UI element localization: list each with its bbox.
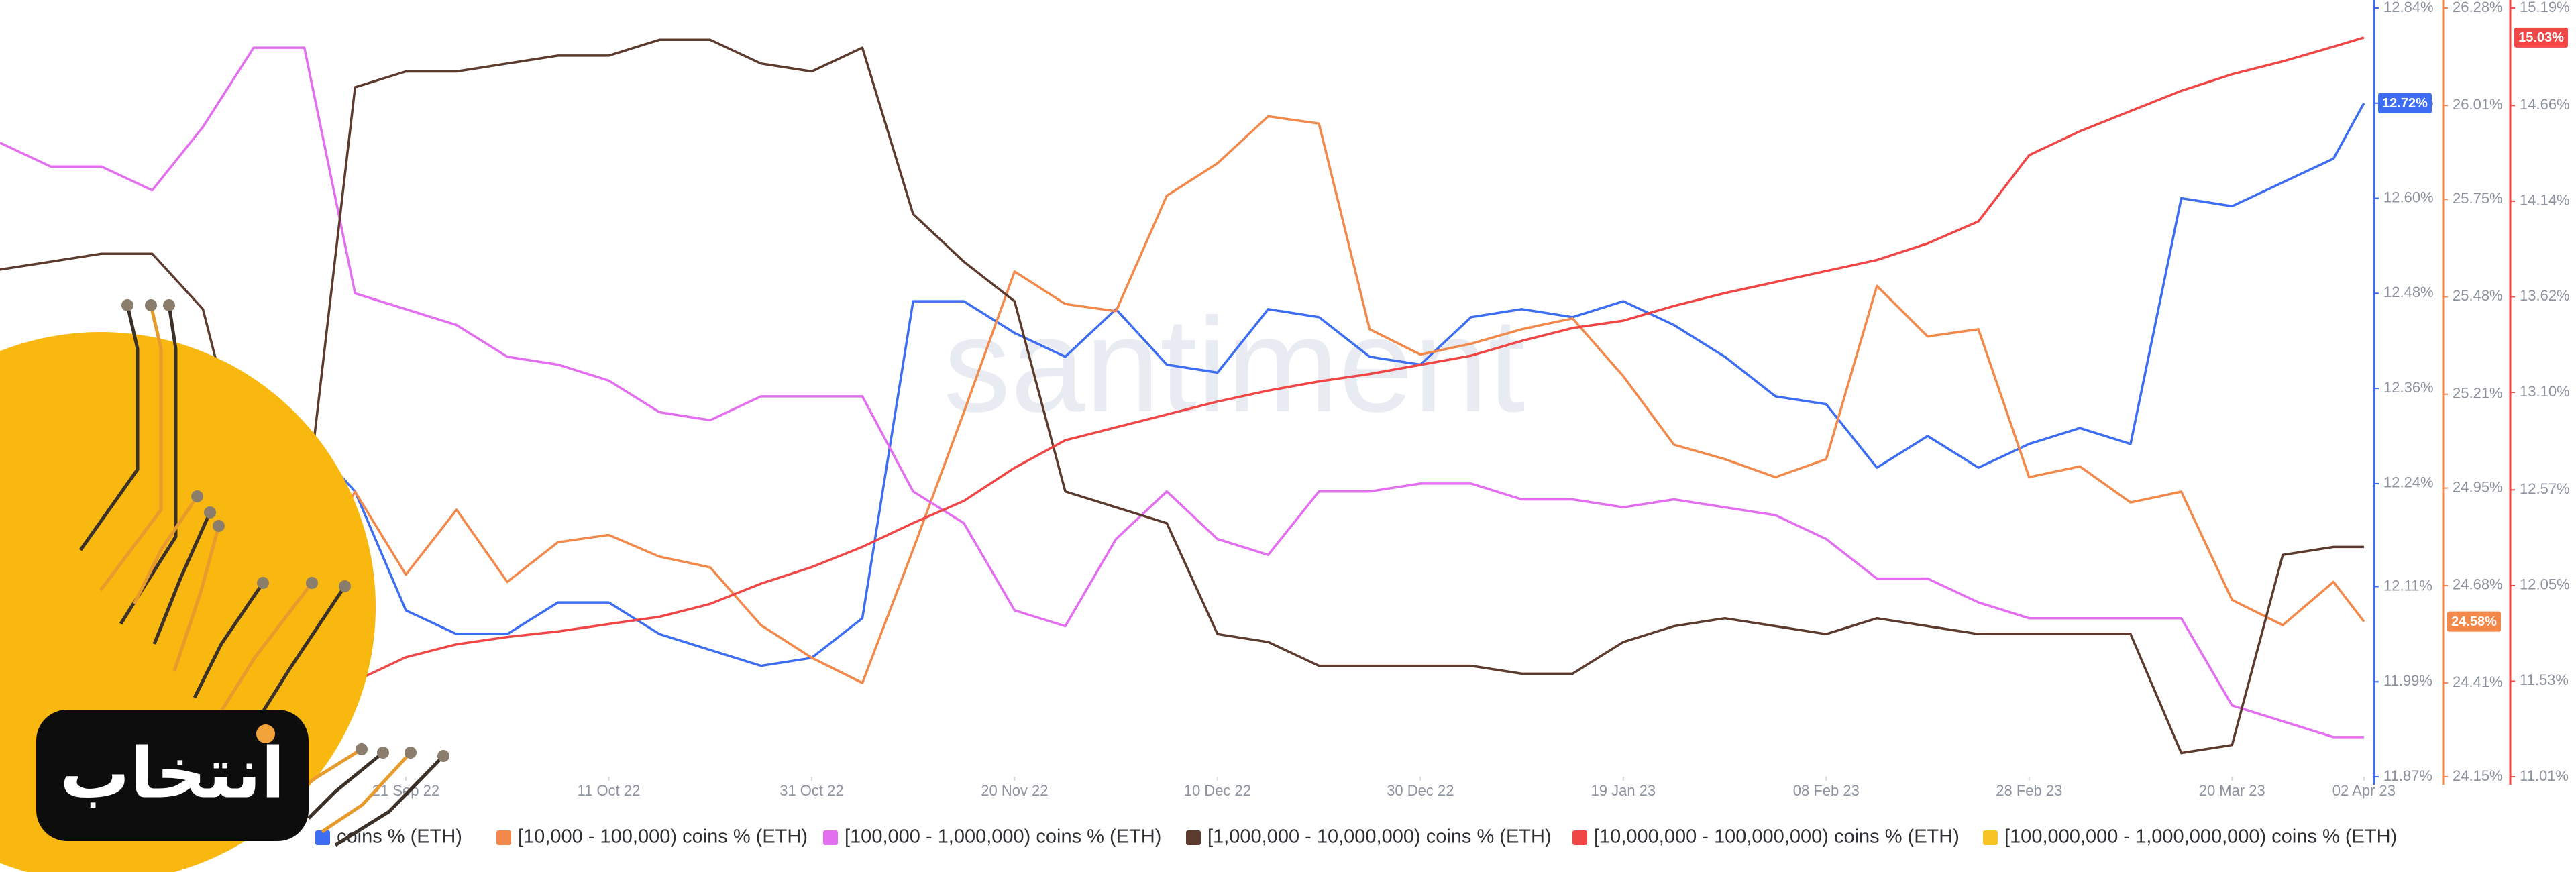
legend-swatch	[315, 830, 330, 845]
x-tick-label: 08 Feb 23	[1793, 782, 1860, 799]
y-tick-label: 11.87%	[2383, 767, 2432, 784]
legend-swatch	[1572, 830, 1587, 845]
circuit-node	[121, 299, 133, 311]
y-tick-label: 25.48%	[2453, 287, 2503, 304]
y-tick-label: 14.66%	[2520, 96, 2570, 113]
circuit-line	[193, 582, 265, 699]
value-badge	[2447, 611, 2501, 632]
x-tick-label: 20 Nov 22	[981, 782, 1048, 799]
value-badge-label: 12.72%	[2382, 96, 2428, 111]
y-tick-label: 11.53%	[2520, 671, 2569, 688]
circuit-node	[204, 506, 216, 519]
circuit-line	[119, 305, 178, 625]
y-tick-label: 12.57%	[2520, 480, 2570, 497]
y-tick-label: 12.11%	[2383, 577, 2432, 594]
circuit-line	[152, 511, 212, 645]
logo: انتخاب	[0, 299, 449, 872]
value-badge	[2378, 93, 2432, 113]
legend-label: coins % (ETH)	[337, 826, 462, 848]
series-line	[0, 46, 2364, 739]
y-tick-label: 12.60%	[2383, 188, 2434, 205]
legend: coins % (ETH) [10,000 - 100,000) coins % …	[315, 826, 2397, 848]
circuit-node	[339, 580, 351, 592]
y-tick-label: 12.24%	[2383, 474, 2434, 491]
circuit-node	[437, 750, 449, 762]
y-tick-label: 12.05%	[2520, 576, 2570, 593]
y-tick-label: 26.28%	[2453, 0, 2503, 15]
circuit-node	[257, 577, 269, 589]
logo-coin	[256, 724, 275, 743]
x-tick-label: 10 Dec 22	[1184, 782, 1251, 799]
legend-swatch	[1186, 830, 1201, 845]
y-tick-label: 14.14%	[2520, 192, 2570, 209]
circuit-node	[163, 299, 175, 311]
circuit-node	[377, 747, 389, 759]
axes: 12.84% 12.72% 12.60% 12.48% 12.36% 12.24% 12.1…	[372, 0, 2570, 799]
circuit-line	[172, 525, 221, 671]
y-tick-label: 12.84%	[2383, 0, 2434, 15]
logo-text: انتخاب	[60, 732, 285, 814]
x-tick-label: 20 Mar 23	[2199, 782, 2265, 799]
legend-swatch	[1983, 830, 1998, 845]
legend-label: [1,000,000 - 10,000,000) coins % (ETH)	[1208, 826, 1552, 848]
y-tick-label: 11.01%	[2520, 767, 2569, 784]
value-badge-label: 15.03%	[2518, 30, 2564, 45]
plot-area	[0, 36, 2365, 755]
circuit-node	[405, 747, 417, 759]
series-line	[151, 102, 2365, 667]
legend-label: [10,000 - 100,000) coins % (ETH)	[518, 826, 808, 848]
y-tick-label: 26.01%	[2453, 96, 2503, 113]
y-tick-label: 24.68%	[2453, 576, 2503, 593]
y-tick-label: 25.75%	[2453, 190, 2503, 207]
y-tick-label: 11.99%	[2383, 672, 2432, 689]
value-badge	[2514, 27, 2568, 48]
legend-label: [100,000 - 1,000,000) coins % (ETH)	[845, 826, 1161, 848]
legend-label: [100,000,000 - 1,000,000,000) coins % (E…	[2004, 826, 2397, 848]
y-tick-label: 13.62%	[2520, 287, 2570, 304]
y-tick-label: 12.48%	[2383, 284, 2434, 301]
watermark: santiment	[943, 290, 1525, 440]
circuit-line	[78, 305, 140, 551]
circuit-line	[321, 751, 412, 834]
value-badge-label: 24.58%	[2451, 614, 2497, 629]
legend-swatch	[823, 830, 838, 845]
x-tick-label: 28 Feb 23	[1996, 782, 2062, 799]
y-tick-label: 24.95%	[2453, 478, 2503, 495]
circuit-line	[307, 751, 384, 820]
x-tick-label: 31 Oct 22	[780, 782, 843, 799]
circuit-line	[99, 305, 163, 592]
x-tick-label: 11 Oct 22	[578, 782, 641, 799]
circuit-nodes	[121, 299, 449, 762]
x-tick-label: 19 Jan 23	[1591, 782, 1656, 799]
x-tick-label: 02 Apr 23	[2332, 782, 2396, 799]
y-tick-label: 12.36%	[2383, 379, 2434, 396]
circuit-node	[145, 299, 157, 311]
y-tick-label: 24.15%	[2453, 767, 2503, 784]
circuit-line	[219, 582, 313, 712]
circuit-line	[132, 495, 199, 605]
y-tick-label: 15.19%	[2520, 0, 2570, 15]
circuit-node	[191, 490, 203, 502]
legend-swatch	[496, 830, 511, 845]
circuit-line	[334, 755, 445, 847]
circuit-node	[213, 520, 225, 532]
series-line	[0, 38, 2364, 755]
circuit-node	[306, 577, 318, 589]
y-tick-label: 24.41%	[2453, 673, 2503, 690]
circuit-line	[253, 585, 347, 726]
legend-label: [10,000,000 - 100,000,000) coins % (ETH)	[1594, 826, 1960, 848]
y-tick-label: 25.21%	[2453, 385, 2503, 402]
y-tick-label: 13.10%	[2520, 383, 2570, 400]
series-line	[202, 115, 2365, 684]
logo-badge	[36, 710, 309, 841]
circuit-node	[356, 743, 368, 755]
x-tick-label: 30 Dec 22	[1387, 782, 1454, 799]
series-line	[202, 36, 2365, 725]
